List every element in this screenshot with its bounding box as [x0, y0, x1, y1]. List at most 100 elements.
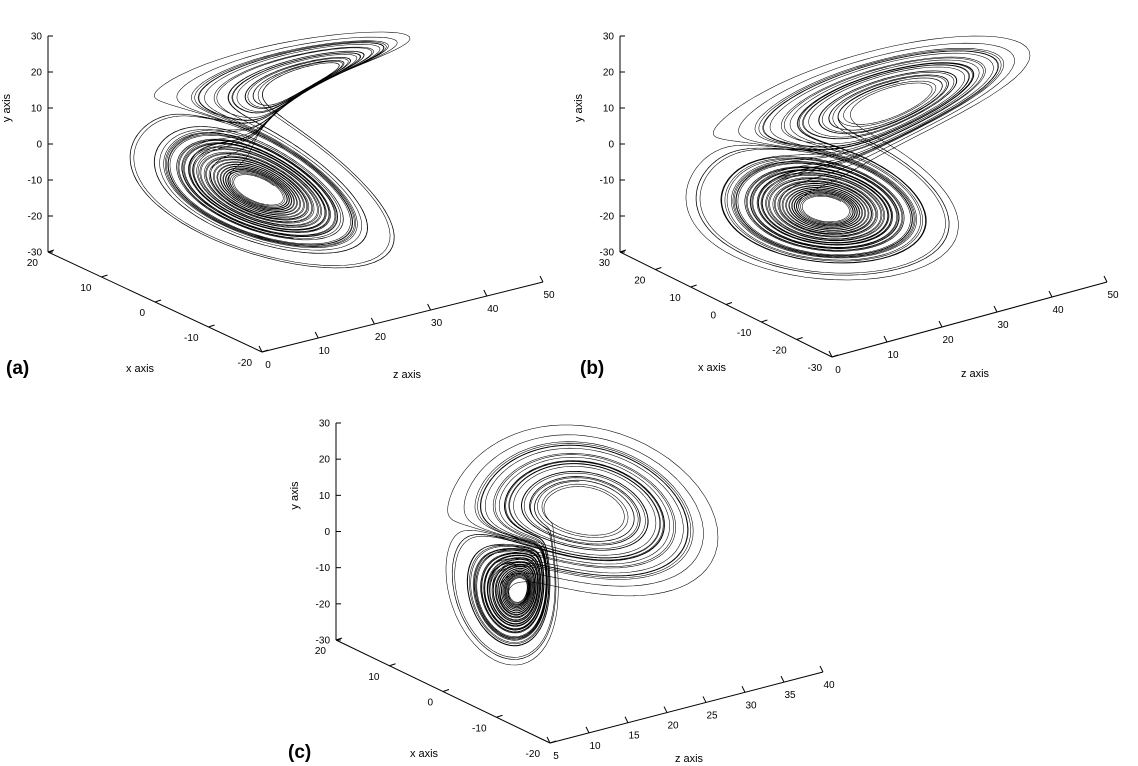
- y-tick-label: 20: [31, 68, 43, 79]
- y-tick-label: 30: [319, 419, 331, 430]
- y-tick-label: 10: [319, 491, 331, 502]
- y-tick-label: 0: [324, 527, 330, 538]
- x-tick-label: 10: [368, 672, 380, 683]
- x-tick-label: 0: [710, 311, 716, 322]
- z-tick-mark: [370, 317, 375, 325]
- y-tick-label: 20: [603, 68, 615, 79]
- z-tick-mark: [585, 726, 590, 734]
- x-tick-mark: [761, 319, 768, 323]
- z-tick-label: 20: [942, 335, 954, 346]
- x-tick-label: -10: [737, 328, 752, 339]
- y-tick-label: 0: [608, 140, 614, 151]
- x-tick-mark: [154, 299, 162, 303]
- y-tick-label: -20: [28, 212, 43, 223]
- x-tick-mark: [655, 267, 662, 270]
- x-tick-label: -30: [808, 363, 823, 374]
- z-tick-label: 0: [265, 360, 271, 371]
- z-axis-line: [261, 281, 544, 353]
- x-tick-label: -10: [184, 333, 199, 344]
- z-tick-label: 20: [667, 721, 679, 732]
- x-tick-mark: [389, 663, 396, 667]
- x-tick-mark: [619, 249, 627, 253]
- x-tick-mark: [549, 740, 557, 744]
- z-tick-label: 10: [589, 741, 601, 752]
- attractor-trajectory: [129, 31, 411, 269]
- z-tick-label: 30: [431, 318, 443, 329]
- z-tick-mark: [427, 303, 432, 311]
- z-axis-line: [549, 671, 824, 744]
- z-tick-label: 20: [375, 332, 387, 343]
- x-tick-label: 30: [599, 258, 611, 269]
- y-tick-label: 30: [603, 32, 615, 43]
- y-tick-label: 0: [36, 140, 42, 151]
- x-tick-mark: [335, 637, 343, 641]
- z-tick-label: 15: [628, 731, 640, 742]
- x-tick-mark: [725, 302, 733, 305]
- z-tick-mark: [938, 320, 943, 328]
- x-axis-label: x axis: [698, 362, 727, 374]
- attractor-trajectory: [685, 35, 1031, 281]
- x-tick-mark: [690, 284, 697, 288]
- x-tick-mark: [796, 337, 803, 340]
- y-axis-label: y axis: [1, 93, 13, 122]
- x-tick-mark: [261, 349, 269, 353]
- y-tick-label: -30: [28, 248, 43, 259]
- z-tick-label: 25: [706, 710, 718, 721]
- x-tick-label: 10: [80, 283, 92, 294]
- y-tick-label: -20: [316, 599, 331, 610]
- z-tick-label: 5: [553, 751, 559, 762]
- z-axis-label: z axis: [961, 368, 990, 380]
- z-tick-label: 50: [543, 290, 555, 301]
- panel-label: (c): [288, 742, 311, 763]
- z-axis-line: [831, 281, 1108, 358]
- z-tick-label: 40: [823, 680, 835, 691]
- z-tick-mark: [624, 716, 629, 723]
- x-tick-mark: [101, 274, 108, 278]
- z-tick-label: 50: [1107, 290, 1119, 301]
- x-tick-label: -20: [772, 346, 787, 357]
- x-tick-mark: [208, 324, 215, 328]
- x-tick-mark: [831, 354, 839, 358]
- x-tick-label: -10: [472, 723, 487, 734]
- z-tick-label: 30: [997, 320, 1009, 331]
- z-tick-label: 10: [319, 346, 331, 357]
- x-tick-label: -20: [238, 358, 253, 369]
- x-tick-mark: [47, 249, 55, 253]
- z-tick-label: 35: [784, 690, 796, 701]
- attractor-trajectory: [445, 424, 719, 666]
- y-tick-label: 20: [319, 455, 331, 466]
- x-tick-label: 20: [315, 646, 327, 657]
- z-tick-mark: [819, 665, 824, 673]
- z-tick-mark: [546, 736, 551, 744]
- y-tick-label: -30: [316, 636, 331, 647]
- z-tick-mark: [780, 675, 785, 683]
- x-tick-mark: [442, 689, 450, 692]
- x-tick-label: -20: [526, 749, 541, 760]
- y-tick-label: -20: [600, 212, 615, 223]
- z-tick-mark: [663, 706, 668, 713]
- z-tick-mark: [314, 331, 319, 339]
- z-tick-label: 40: [487, 304, 499, 315]
- y-tick-label: 10: [31, 104, 43, 115]
- y-axis-label: y axis: [289, 481, 301, 510]
- z-tick-mark: [1048, 290, 1053, 298]
- z-tick-mark: [702, 696, 707, 703]
- x-tick-label: 10: [670, 293, 682, 304]
- x-axis-label: x axis: [126, 363, 155, 375]
- y-tick-label: -10: [28, 176, 43, 187]
- x-tick-label: 0: [139, 308, 145, 319]
- z-tick-label: 0: [835, 365, 841, 376]
- z-tick-label: 10: [887, 350, 899, 361]
- y-tick-label: 10: [603, 104, 615, 115]
- z-tick-label: 40: [1052, 305, 1064, 316]
- x-tick-mark: [496, 714, 503, 718]
- z-axis-label: z axis: [675, 753, 704, 765]
- x-tick-label: 20: [27, 258, 39, 269]
- y-tick-label: -30: [600, 248, 615, 259]
- z-tick-mark: [539, 275, 544, 283]
- z-tick-mark: [993, 305, 998, 313]
- panel-label: (b): [580, 358, 604, 379]
- z-axis-label: z axis: [393, 369, 422, 381]
